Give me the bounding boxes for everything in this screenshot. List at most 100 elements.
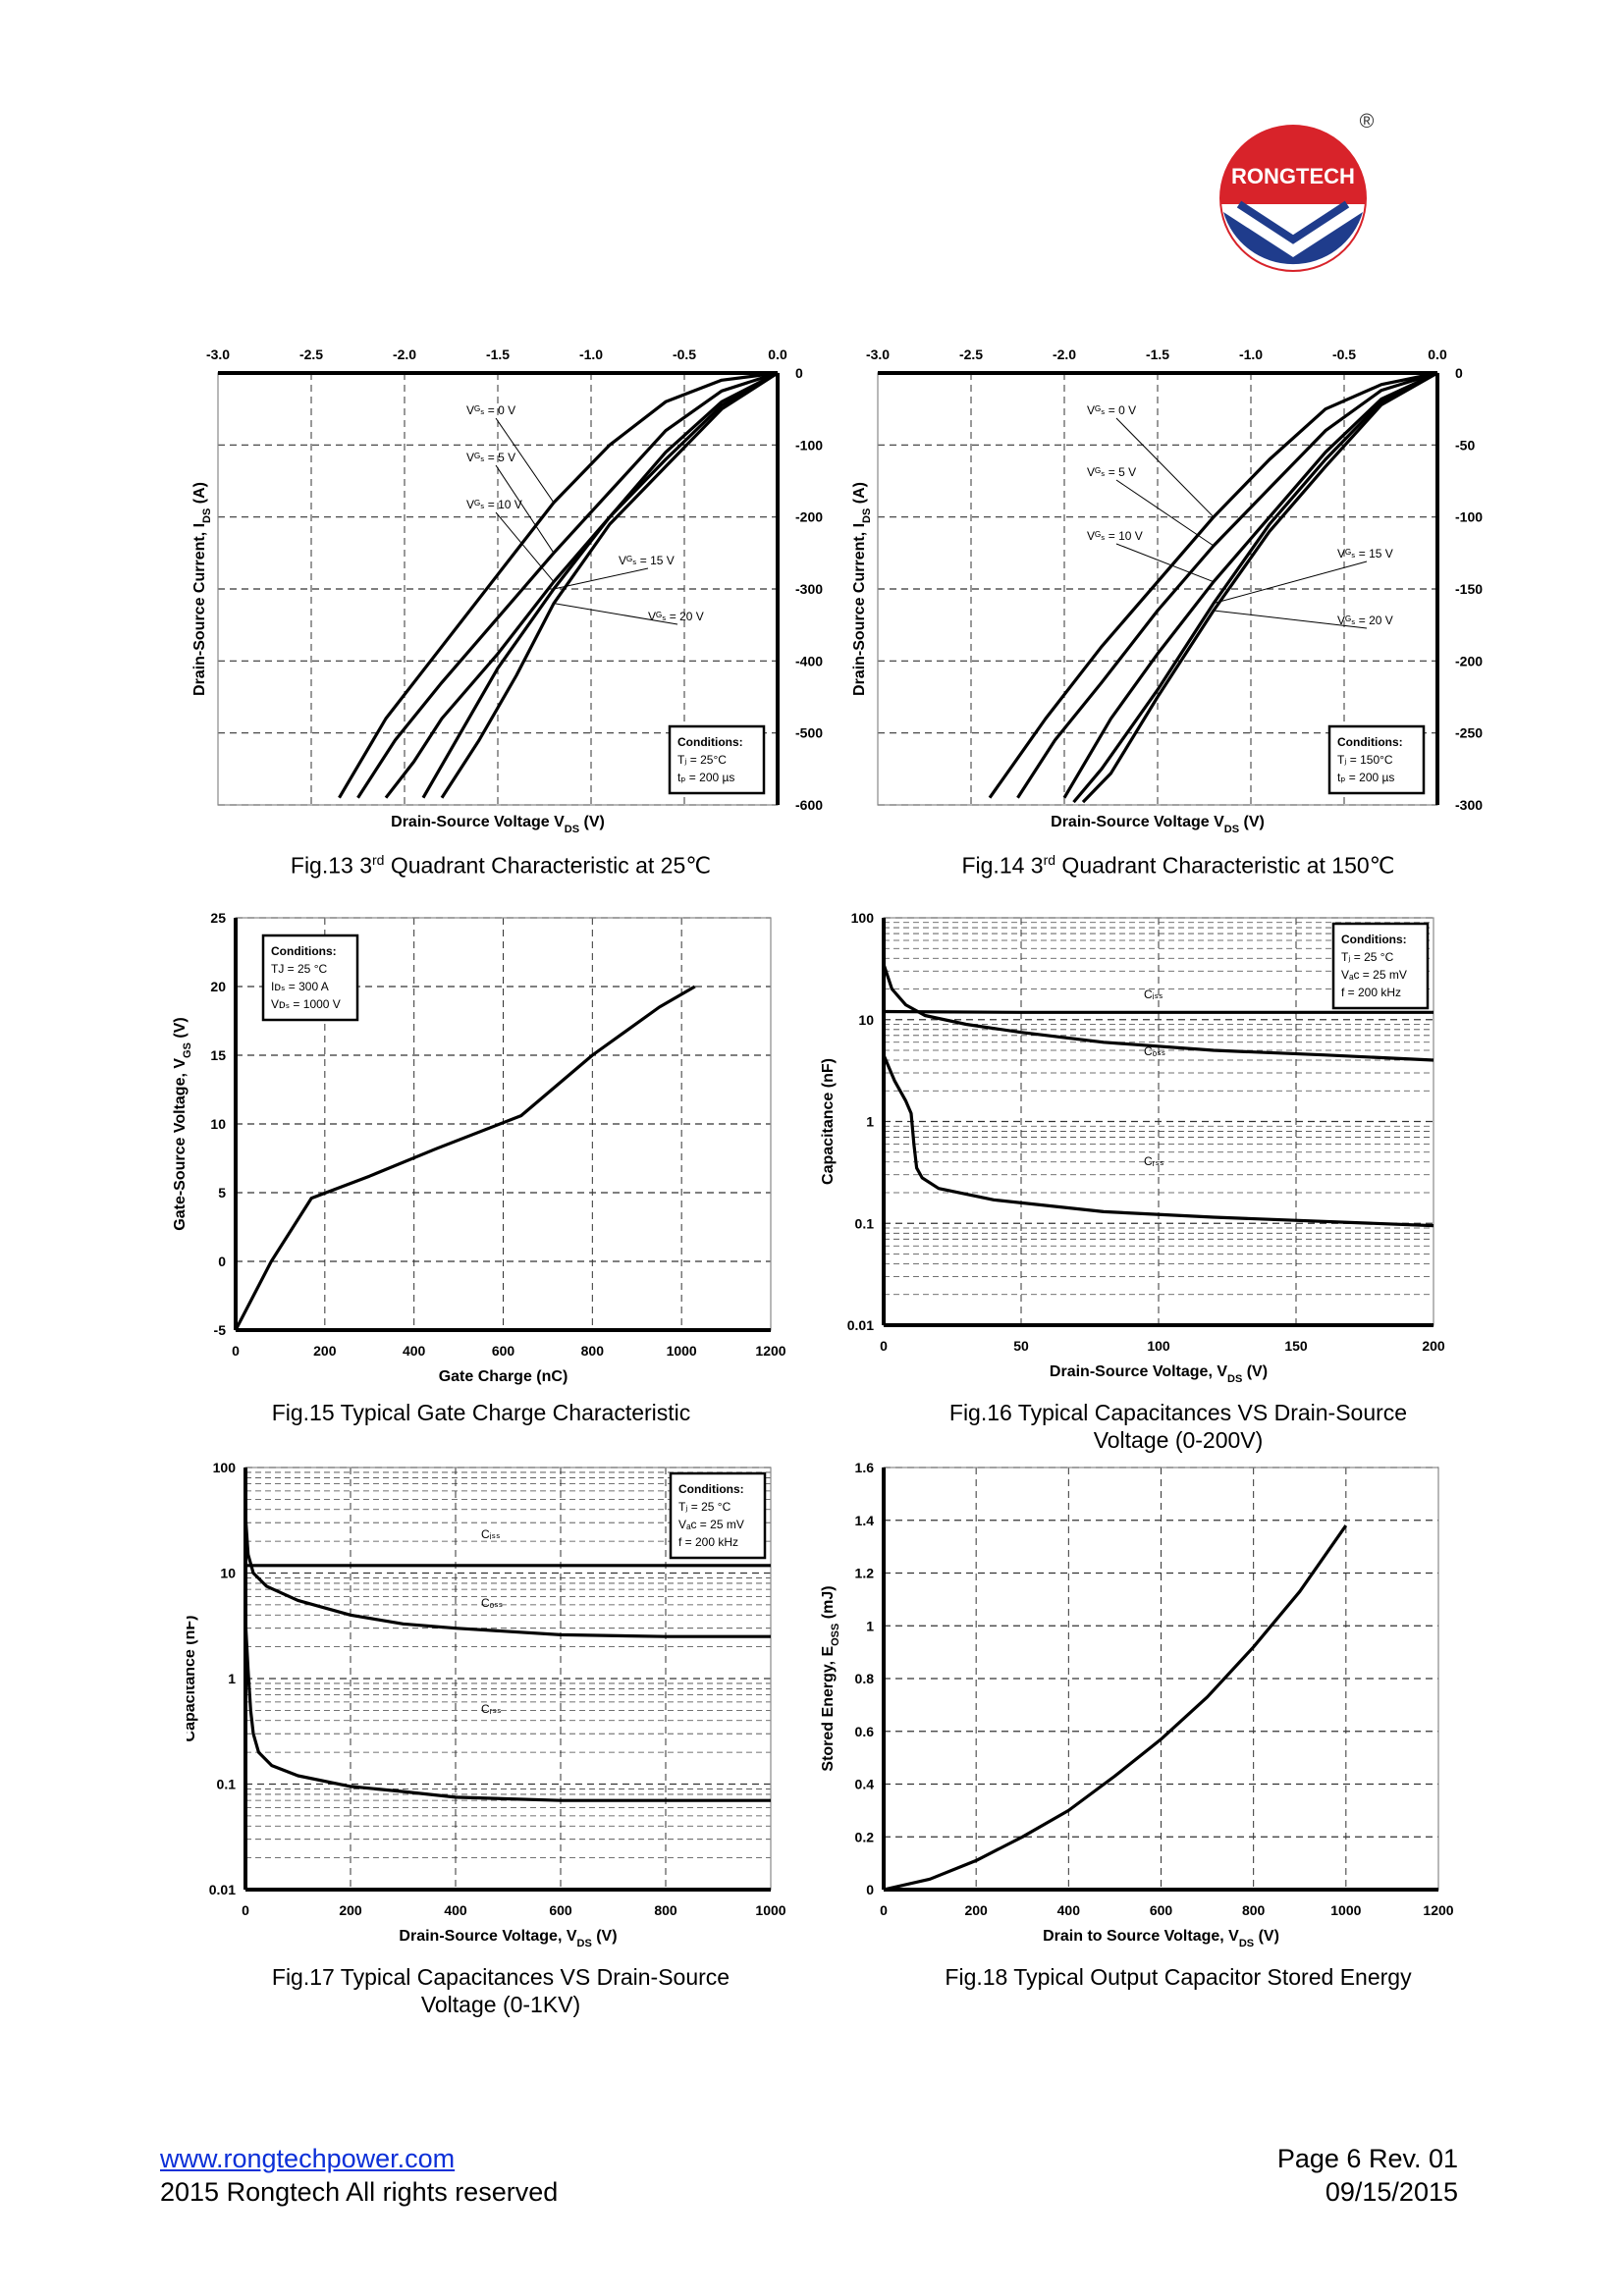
y-tick-label: 100 bbox=[213, 1460, 237, 1475]
annotation-leader bbox=[1115, 479, 1215, 547]
y-tick-label: -300 bbox=[1455, 797, 1483, 813]
conditions-text: Vᴅₛ = 1000 V bbox=[271, 997, 341, 1011]
y-axis-label: Stored Energy, EOSS (mJ) bbox=[820, 1585, 841, 1771]
x-tick-label: 150 bbox=[1284, 1338, 1308, 1354]
annotation-leader bbox=[1115, 417, 1215, 518]
series-annotation: Vᴳₛ = 0 V bbox=[1087, 403, 1136, 417]
series-annotation: Vᴳₛ = 5 V bbox=[466, 451, 515, 464]
conditions-text: TJ = 25 °C bbox=[271, 962, 327, 976]
series-annotation: Vᴳₛ = 15 V bbox=[619, 554, 675, 567]
x-axis-label: Drain-Source Voltage, VDS (V) bbox=[1050, 1363, 1268, 1385]
caption-fig17: Fig.17 Typical Capacitances VS Drain-Sou… bbox=[271, 1964, 730, 2017]
series-label: Cᵢₛₛ bbox=[481, 1527, 501, 1541]
series-label: Cₒₛₛ bbox=[481, 1596, 503, 1610]
conditions-box bbox=[669, 1471, 767, 1560]
y-tick-label: -600 bbox=[795, 797, 823, 813]
conditions-text: Tⱼ = 25 °C bbox=[1341, 950, 1394, 964]
annotation-leader bbox=[553, 567, 649, 590]
x-tick-label: 200 bbox=[313, 1343, 337, 1359]
conditions-text: f = 200 kHz bbox=[1341, 986, 1401, 999]
y-tick-label: 0.01 bbox=[209, 1882, 236, 1897]
x-tick-label: 400 bbox=[444, 1902, 467, 1918]
y-tick-label: 0.2 bbox=[855, 1829, 875, 1844]
series-line-vgs-=-10-v bbox=[1062, 371, 1438, 799]
x-tick-label: -2.5 bbox=[299, 347, 323, 362]
chart-fig15: 0 200 400 600 800 1000 1200 -5 0 5 10 15 20 25 Conditi… bbox=[172, 910, 786, 1385]
x-tick-label: 200 bbox=[339, 1902, 362, 1918]
x-tick-label: 1200 bbox=[1423, 1902, 1453, 1918]
y-tick-label: 1 bbox=[866, 1618, 874, 1633]
y-tick-label: -250 bbox=[1455, 725, 1483, 741]
series-line-vgs-=-15-v bbox=[1072, 371, 1438, 804]
x-tick-label: -1.0 bbox=[1239, 347, 1263, 362]
caption-fig14: Fig.14 3rd Quadrant Characteristic at 15… bbox=[961, 852, 1395, 879]
x-tick-label: 0 bbox=[880, 1338, 888, 1354]
y-tick-label: 20 bbox=[210, 979, 226, 994]
website-link[interactable]: www.rongtechpower.com bbox=[160, 2144, 456, 2173]
x-tick-label: -1.5 bbox=[1146, 347, 1169, 362]
y-tick-label: -5 bbox=[214, 1322, 227, 1338]
chart-fig13: -3.0 -2.5 -2.0 -1.5 -1.0 -0.5 0.0 0 -100 -200 -300… bbox=[191, 347, 823, 835]
series-line-vgs-=-0-v bbox=[988, 371, 1438, 799]
conditions-text: Tⱼ = 25°C bbox=[677, 753, 727, 767]
series-line-vgs-=-15-v bbox=[421, 371, 779, 799]
series-line-ciss bbox=[883, 1009, 1434, 1014]
series-line-coss bbox=[882, 963, 1434, 1062]
annotation-leader bbox=[1213, 561, 1368, 605]
y-axis-label: Capacitance (nF) bbox=[187, 1616, 198, 1742]
x-tick-label: 0 bbox=[242, 1902, 249, 1918]
page-number: Page 6 Rev. 01 bbox=[1276, 2144, 1458, 2173]
conditions-text: Tⱼ = 150°C bbox=[1337, 753, 1393, 767]
series-annotation: Vᴳₛ = 20 V bbox=[1337, 614, 1393, 627]
x-tick-label: -2.0 bbox=[1053, 347, 1076, 362]
x-axis-label: Gate Charge (nC) bbox=[439, 1368, 568, 1385]
footer-right: Page 6 Rev. 01 09/15/2015 bbox=[1277, 2142, 1458, 2209]
x-axis-label: Drain-Source Voltage, VDS (V) bbox=[399, 1928, 617, 1949]
annotation-leader bbox=[495, 464, 555, 554]
x-tick-label: 0.0 bbox=[1428, 347, 1447, 362]
y-tick-label: -300 bbox=[795, 581, 823, 597]
conditions-box bbox=[1327, 724, 1426, 795]
conditions-box bbox=[1331, 922, 1430, 1010]
y-tick-label: -100 bbox=[1455, 509, 1483, 525]
x-tick-label: 600 bbox=[549, 1902, 572, 1918]
y-tick-label: 0.1 bbox=[217, 1777, 237, 1792]
annotation-leader bbox=[553, 603, 678, 625]
y-tick-label: -50 bbox=[1455, 437, 1475, 453]
y-tick-label: 1.2 bbox=[855, 1566, 875, 1581]
x-tick-label: 1200 bbox=[755, 1343, 785, 1359]
conditions-text: Iᴅₛ = 300 A bbox=[271, 980, 329, 993]
x-tick-label: 800 bbox=[1242, 1902, 1266, 1918]
series-label: Cᵣₛₛ bbox=[481, 1702, 502, 1716]
y-tick-label: -200 bbox=[795, 509, 823, 525]
y-tick-label: -500 bbox=[795, 725, 823, 741]
y-tick-label: 0 bbox=[866, 1882, 874, 1897]
annotation-leader bbox=[495, 417, 555, 504]
series-line-coss bbox=[243, 1515, 771, 1638]
y-tick-label: 1.4 bbox=[855, 1513, 875, 1528]
x-tick-label: 50 bbox=[1013, 1338, 1029, 1354]
conditions-text: Conditions: bbox=[677, 735, 743, 749]
series-line-crss bbox=[243, 1621, 771, 1802]
conditions-text: Vₐᴄ = 25 mV bbox=[1341, 968, 1407, 982]
annotation-leader bbox=[1115, 543, 1215, 583]
conditions-text: f = 200 kHz bbox=[678, 1535, 738, 1549]
y-axis-label: Drain-Source Current, IDS (A) bbox=[191, 482, 213, 696]
footer-date: 09/15/2015 bbox=[1325, 2177, 1458, 2207]
annotation-leader bbox=[495, 511, 555, 582]
conditions-text: Conditions: bbox=[678, 1482, 744, 1496]
chart-fig18: 0 200 400 600 800 1000 1200 0 0.2 0.4 0.6 0.8 1 1.2 1.… bbox=[820, 1460, 1454, 1949]
caption-fig15: Fig.15 Typical Gate Charge Characteristi… bbox=[271, 1400, 691, 1425]
x-tick-label: 400 bbox=[403, 1343, 426, 1359]
y-tick-label: 0 bbox=[795, 365, 803, 381]
y-tick-label: 0.8 bbox=[855, 1671, 875, 1686]
y-tick-label: -200 bbox=[1455, 653, 1483, 668]
x-tick-label: -0.5 bbox=[673, 347, 696, 362]
x-tick-label: -1.0 bbox=[579, 347, 603, 362]
chart-fig14: -3.0 -2.5 -2.0 -1.5 -1.0 -0.5 0.0 0 -50 -100 -150 -… bbox=[851, 347, 1483, 835]
y-tick-label: 0.01 bbox=[847, 1317, 874, 1333]
y-tick-label: 1 bbox=[866, 1114, 874, 1130]
x-tick-label: 0 bbox=[880, 1902, 888, 1918]
y-tick-label: 1.6 bbox=[855, 1460, 875, 1475]
y-tick-label: 0.6 bbox=[855, 1724, 875, 1739]
